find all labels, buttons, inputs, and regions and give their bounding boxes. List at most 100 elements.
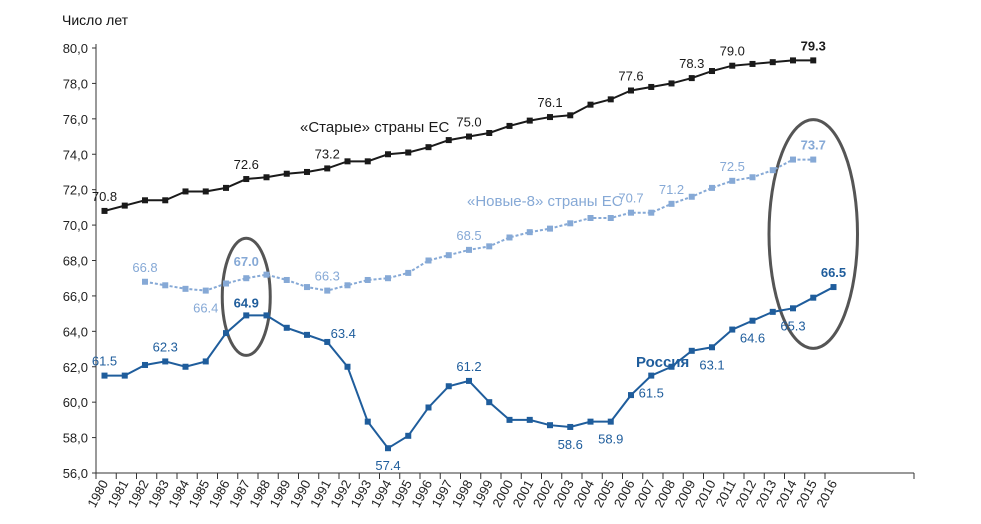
data-point bbox=[587, 101, 594, 108]
data-labels: 70.8 72.6 73.2 75.0 76.1 77.6 78.3 79.0 79.3 66.8… bbox=[92, 38, 846, 473]
data-point bbox=[567, 423, 574, 430]
data-point bbox=[587, 418, 594, 425]
data-point bbox=[567, 112, 574, 119]
data-point bbox=[506, 234, 513, 241]
data-point bbox=[709, 184, 715, 191]
data-point bbox=[202, 287, 209, 294]
data-point bbox=[506, 122, 513, 129]
data-point bbox=[810, 57, 817, 64]
data-point bbox=[304, 168, 310, 175]
y-tick-label: 58,0 bbox=[63, 431, 88, 446]
highlight-ellipse bbox=[767, 118, 859, 350]
series-name-russia: Россия bbox=[636, 354, 689, 371]
data-point bbox=[830, 284, 837, 291]
data-point bbox=[769, 59, 776, 66]
data-point bbox=[668, 200, 675, 207]
data-point bbox=[344, 282, 351, 289]
data-point bbox=[364, 418, 371, 425]
data-point bbox=[405, 149, 412, 156]
data-point bbox=[729, 326, 736, 333]
data-point bbox=[182, 285, 189, 292]
data-label: 68.5 bbox=[456, 228, 481, 243]
data-point bbox=[790, 305, 796, 312]
x-tick-label: 2010 bbox=[692, 477, 719, 510]
data-point bbox=[688, 193, 695, 200]
data-label: 58.9 bbox=[598, 432, 623, 447]
y-tick-label: 72,0 bbox=[63, 183, 88, 198]
highlight-ellipse bbox=[220, 236, 272, 357]
data-point bbox=[648, 209, 655, 216]
data-point bbox=[466, 246, 472, 253]
data-label: 72.5 bbox=[720, 159, 745, 174]
data-point bbox=[324, 338, 331, 345]
data-point bbox=[668, 363, 675, 370]
x-tick-label: 2016 bbox=[813, 477, 840, 510]
data-point bbox=[425, 404, 432, 411]
data-point bbox=[263, 174, 270, 181]
data-point bbox=[243, 275, 250, 282]
axes: 56,0 58,0 60,0 62,0 64,0 66,0 68,0 70,0 72,0 74,0… bbox=[63, 41, 915, 510]
data-point bbox=[547, 225, 553, 232]
data-point bbox=[688, 347, 695, 354]
series-name-new-eu: «Новые-8» страны ЕС bbox=[467, 193, 623, 210]
data-label: 79.0 bbox=[720, 44, 745, 59]
data-label: 61.5 bbox=[639, 386, 664, 401]
data-point bbox=[425, 257, 432, 264]
data-point bbox=[526, 229, 533, 236]
data-point bbox=[364, 276, 371, 283]
data-point bbox=[202, 358, 209, 365]
data-label: 70.8 bbox=[92, 189, 117, 204]
data-point bbox=[445, 383, 452, 390]
data-label: 66.3 bbox=[315, 269, 340, 284]
data-point bbox=[324, 287, 331, 294]
data-point bbox=[729, 62, 736, 69]
data-point bbox=[223, 330, 229, 337]
data-point bbox=[486, 399, 493, 406]
data-point bbox=[486, 243, 493, 250]
data-point bbox=[142, 361, 148, 368]
data-point bbox=[607, 418, 614, 425]
data-point bbox=[466, 133, 472, 140]
data-point bbox=[607, 215, 614, 221]
data-point bbox=[162, 358, 169, 365]
data-label: 78.3 bbox=[679, 56, 704, 71]
data-label: 65.3 bbox=[780, 318, 805, 333]
data-point bbox=[283, 170, 290, 177]
data-point bbox=[243, 176, 250, 183]
data-point bbox=[263, 271, 270, 278]
data-point bbox=[142, 197, 148, 204]
data-point bbox=[769, 308, 776, 315]
data-point bbox=[466, 377, 472, 384]
data-point bbox=[709, 344, 715, 351]
y-tick-label: 70,0 bbox=[63, 218, 88, 233]
data-label: 66.4 bbox=[193, 301, 218, 316]
data-point bbox=[223, 280, 229, 287]
y-tick-label: 68,0 bbox=[63, 254, 88, 269]
data-point bbox=[607, 96, 614, 103]
data-point bbox=[364, 158, 371, 165]
data-point bbox=[142, 278, 148, 285]
data-point bbox=[567, 220, 574, 227]
data-label: 63.4 bbox=[331, 326, 356, 341]
data-label: 64.9 bbox=[234, 295, 259, 310]
data-point bbox=[405, 432, 412, 439]
highlight-ellipses bbox=[220, 118, 859, 357]
data-point bbox=[304, 284, 310, 291]
data-point bbox=[385, 151, 391, 158]
data-point bbox=[790, 156, 796, 163]
data-point bbox=[769, 167, 776, 174]
data-point bbox=[810, 294, 817, 301]
series-name-old-eu: «Старые» страны ЕС bbox=[300, 119, 449, 136]
data-point bbox=[385, 275, 391, 282]
data-point bbox=[445, 137, 452, 144]
data-point bbox=[810, 156, 817, 163]
y-tick-label: 76,0 bbox=[63, 112, 88, 127]
data-point bbox=[425, 144, 432, 151]
data-point bbox=[749, 174, 756, 181]
data-point bbox=[749, 60, 756, 67]
data-point bbox=[628, 87, 634, 94]
series-line-0 bbox=[104, 59, 814, 212]
data-point bbox=[283, 276, 290, 283]
data-label: 64.6 bbox=[740, 331, 765, 346]
